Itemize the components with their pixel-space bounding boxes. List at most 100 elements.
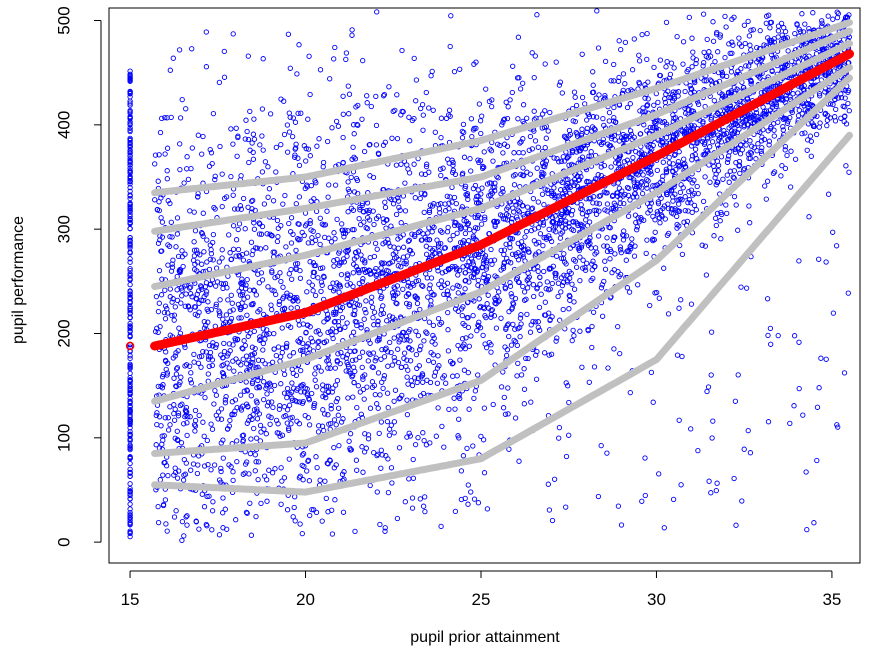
data-point	[434, 380, 441, 386]
data-point	[690, 192, 696, 198]
data-point	[155, 503, 161, 510]
data-point	[377, 521, 383, 528]
data-point	[695, 190, 701, 197]
data-point	[343, 56, 349, 63]
data-point	[690, 49, 696, 55]
data-point	[376, 337, 382, 343]
data-point	[165, 472, 171, 479]
data-point	[163, 521, 169, 527]
data-point	[447, 43, 453, 50]
data-point	[249, 198, 255, 204]
data-point	[671, 152, 678, 158]
data-point	[363, 445, 369, 451]
data-point	[235, 133, 241, 139]
data-point	[666, 94, 672, 101]
data-point	[414, 295, 420, 301]
data-point	[494, 294, 500, 300]
data-point	[535, 319, 541, 325]
data-point	[582, 264, 588, 271]
data-point	[228, 126, 234, 132]
data-point	[157, 323, 163, 330]
data-point	[351, 379, 357, 386]
data-point	[234, 458, 240, 465]
data-point	[383, 345, 389, 351]
data-point	[221, 74, 228, 80]
data-point	[598, 442, 604, 449]
data-point	[450, 232, 456, 239]
data-point	[339, 314, 346, 321]
data-point	[385, 268, 391, 274]
data-point	[611, 132, 617, 139]
data-point	[160, 437, 166, 443]
data-point	[594, 8, 600, 14]
data-point	[425, 294, 431, 300]
data-point	[626, 185, 632, 192]
data-point	[596, 139, 603, 145]
data-point	[638, 216, 644, 223]
data-point	[761, 108, 768, 115]
data-point	[489, 261, 495, 267]
data-point	[701, 59, 707, 66]
data-point	[500, 405, 507, 411]
data-point	[544, 279, 550, 285]
data-point	[724, 73, 730, 80]
data-point	[162, 114, 168, 121]
data-point	[233, 237, 240, 243]
data-point	[563, 380, 569, 386]
data-point	[683, 110, 689, 116]
data-point	[689, 157, 695, 163]
data-point	[206, 342, 213, 349]
data-point	[211, 401, 217, 407]
data-point	[686, 188, 692, 195]
data-point	[644, 237, 650, 243]
data-point	[277, 270, 283, 276]
data-point	[707, 77, 713, 83]
data-point	[462, 230, 469, 237]
data-point	[179, 401, 185, 407]
data-point	[192, 423, 199, 429]
data-point	[699, 242, 705, 248]
data-point	[398, 264, 404, 270]
data-point	[770, 101, 776, 108]
data-point	[483, 278, 489, 284]
data-point	[331, 258, 337, 264]
data-point	[233, 125, 239, 131]
data-point	[435, 353, 441, 359]
data-point	[620, 237, 627, 243]
data-point	[291, 504, 297, 511]
data-point	[503, 99, 509, 105]
data-point	[468, 333, 474, 339]
data-point	[292, 518, 298, 524]
data-point	[471, 496, 478, 502]
data-point	[656, 295, 662, 301]
data-point	[607, 142, 614, 149]
data-point	[830, 101, 836, 108]
data-point	[178, 300, 184, 306]
data-point	[319, 221, 325, 227]
data-point	[350, 283, 356, 290]
data-point	[708, 372, 714, 378]
data-point	[492, 180, 498, 186]
data-point	[495, 299, 501, 305]
data-point	[460, 170, 466, 176]
data-point	[218, 280, 224, 287]
data-point	[210, 110, 217, 117]
data-point	[731, 84, 737, 91]
data-point	[470, 443, 476, 449]
data-point	[305, 146, 312, 152]
data-point	[255, 377, 261, 384]
data-point	[252, 468, 258, 474]
data-point	[396, 445, 403, 451]
data-point	[625, 88, 631, 94]
data-point	[441, 245, 448, 251]
data-point	[573, 129, 579, 136]
data-point	[183, 404, 190, 411]
data-point	[341, 469, 347, 475]
data-point	[556, 424, 563, 431]
data-point	[458, 225, 464, 231]
data-point	[621, 200, 627, 207]
data-point	[402, 499, 408, 505]
data-point	[601, 243, 607, 249]
data-point	[329, 531, 336, 537]
